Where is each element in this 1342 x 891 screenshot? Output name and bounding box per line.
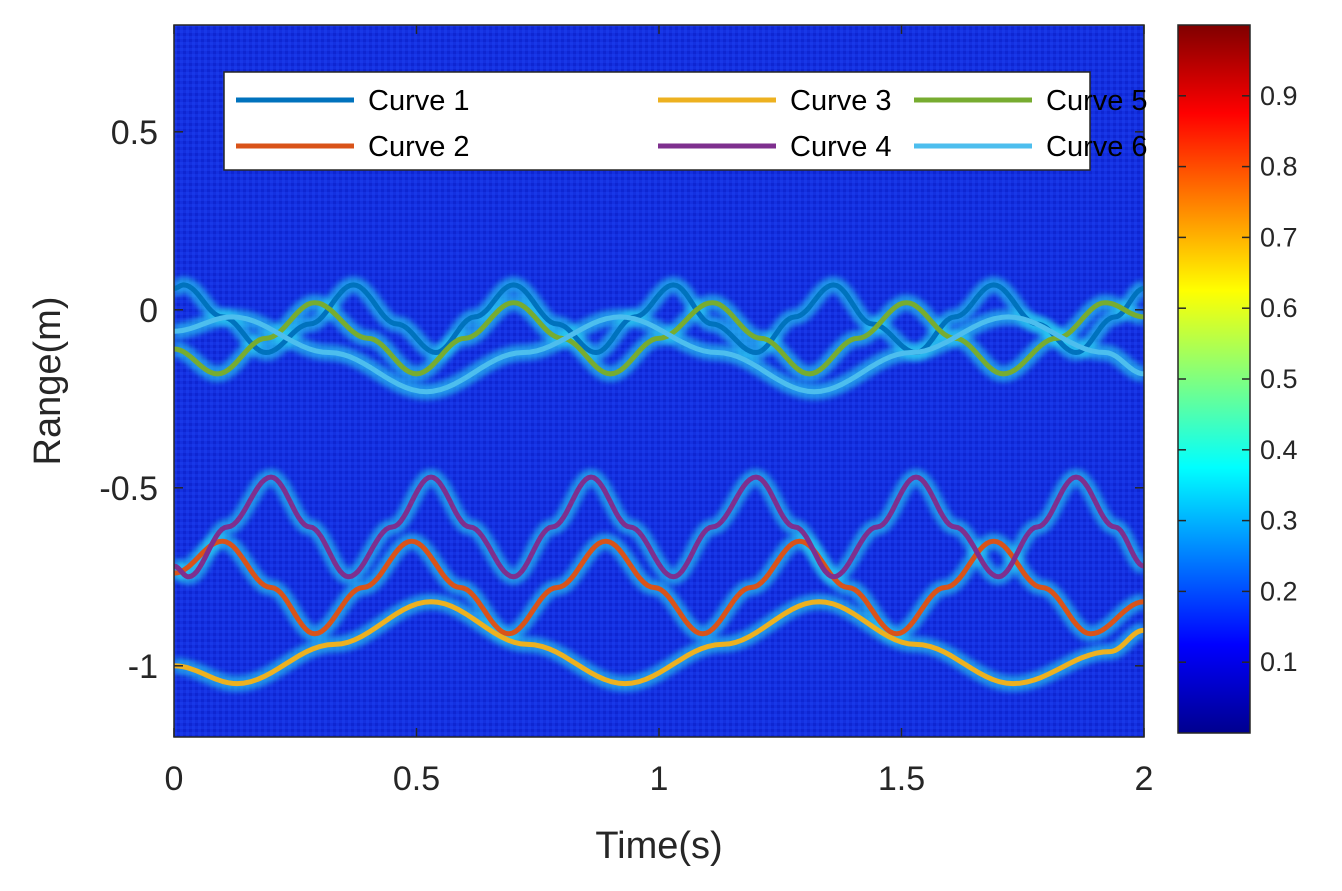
series-line-6 bbox=[174, 314, 1144, 395]
legend-label: Curve 3 bbox=[790, 85, 892, 117]
x-tick-label: 0.5 bbox=[393, 760, 440, 798]
colorbar-tick-label: 0.8 bbox=[1260, 152, 1298, 182]
colorbar-tick-label: 0.9 bbox=[1260, 81, 1298, 111]
series-lines bbox=[174, 282, 1144, 687]
colorbar bbox=[1177, 24, 1251, 734]
colorbar-tick-label: 0.4 bbox=[1260, 435, 1298, 465]
series-line-4 bbox=[174, 474, 1144, 580]
legend-label: Curve 2 bbox=[368, 131, 470, 163]
x-axis-label: Time(s) bbox=[595, 825, 722, 867]
colorbar-tick-label: 0.3 bbox=[1260, 506, 1298, 536]
colorbar-ticks: 0.1 0.2 0.3 0.4 0.5 0.6 0.7 0.8 0.9 bbox=[1178, 81, 1298, 677]
y-axis-ticks: 0.5 0 -0.5 -1 bbox=[99, 114, 1144, 686]
legend-label: Curve 5 bbox=[1046, 85, 1148, 117]
colorbar-tick-label: 0.2 bbox=[1260, 576, 1298, 606]
x-tick-label: 1 bbox=[650, 760, 669, 798]
x-tick-label: 1.5 bbox=[878, 760, 925, 798]
legend-label: Curve 4 bbox=[790, 131, 892, 163]
colorbar-tick-label: 0.5 bbox=[1260, 364, 1298, 394]
y-tick-label: 0.5 bbox=[111, 114, 158, 152]
x-tick-label: 2 bbox=[1135, 760, 1154, 798]
legend-label: Curve 6 bbox=[1046, 131, 1148, 163]
x-tick-label: 0 bbox=[165, 760, 184, 798]
legend-box bbox=[223, 71, 1091, 171]
y-tick-label: -0.5 bbox=[99, 470, 158, 508]
series-line-5 bbox=[174, 300, 1144, 377]
legend: Curve 1 Curve 2 Curve 3 Curve 4 Curve 5 Curve… bbox=[223, 71, 1148, 171]
series-line-1 bbox=[174, 282, 1144, 355]
x-axis-ticks: 0 0.5 1 1.5 2 bbox=[165, 25, 1154, 798]
series-line-3 bbox=[174, 599, 1144, 687]
y-axis-label: Range(m) bbox=[27, 297, 69, 466]
colorbar-tick-label: 0.1 bbox=[1260, 647, 1298, 677]
y-tick-label: -1 bbox=[128, 648, 158, 686]
colorbar-tick-label: 0.6 bbox=[1260, 293, 1298, 323]
y-tick-label: 0 bbox=[139, 292, 158, 330]
legend-label: Curve 1 bbox=[368, 85, 470, 117]
colorbar-tick-label: 0.7 bbox=[1260, 222, 1298, 252]
